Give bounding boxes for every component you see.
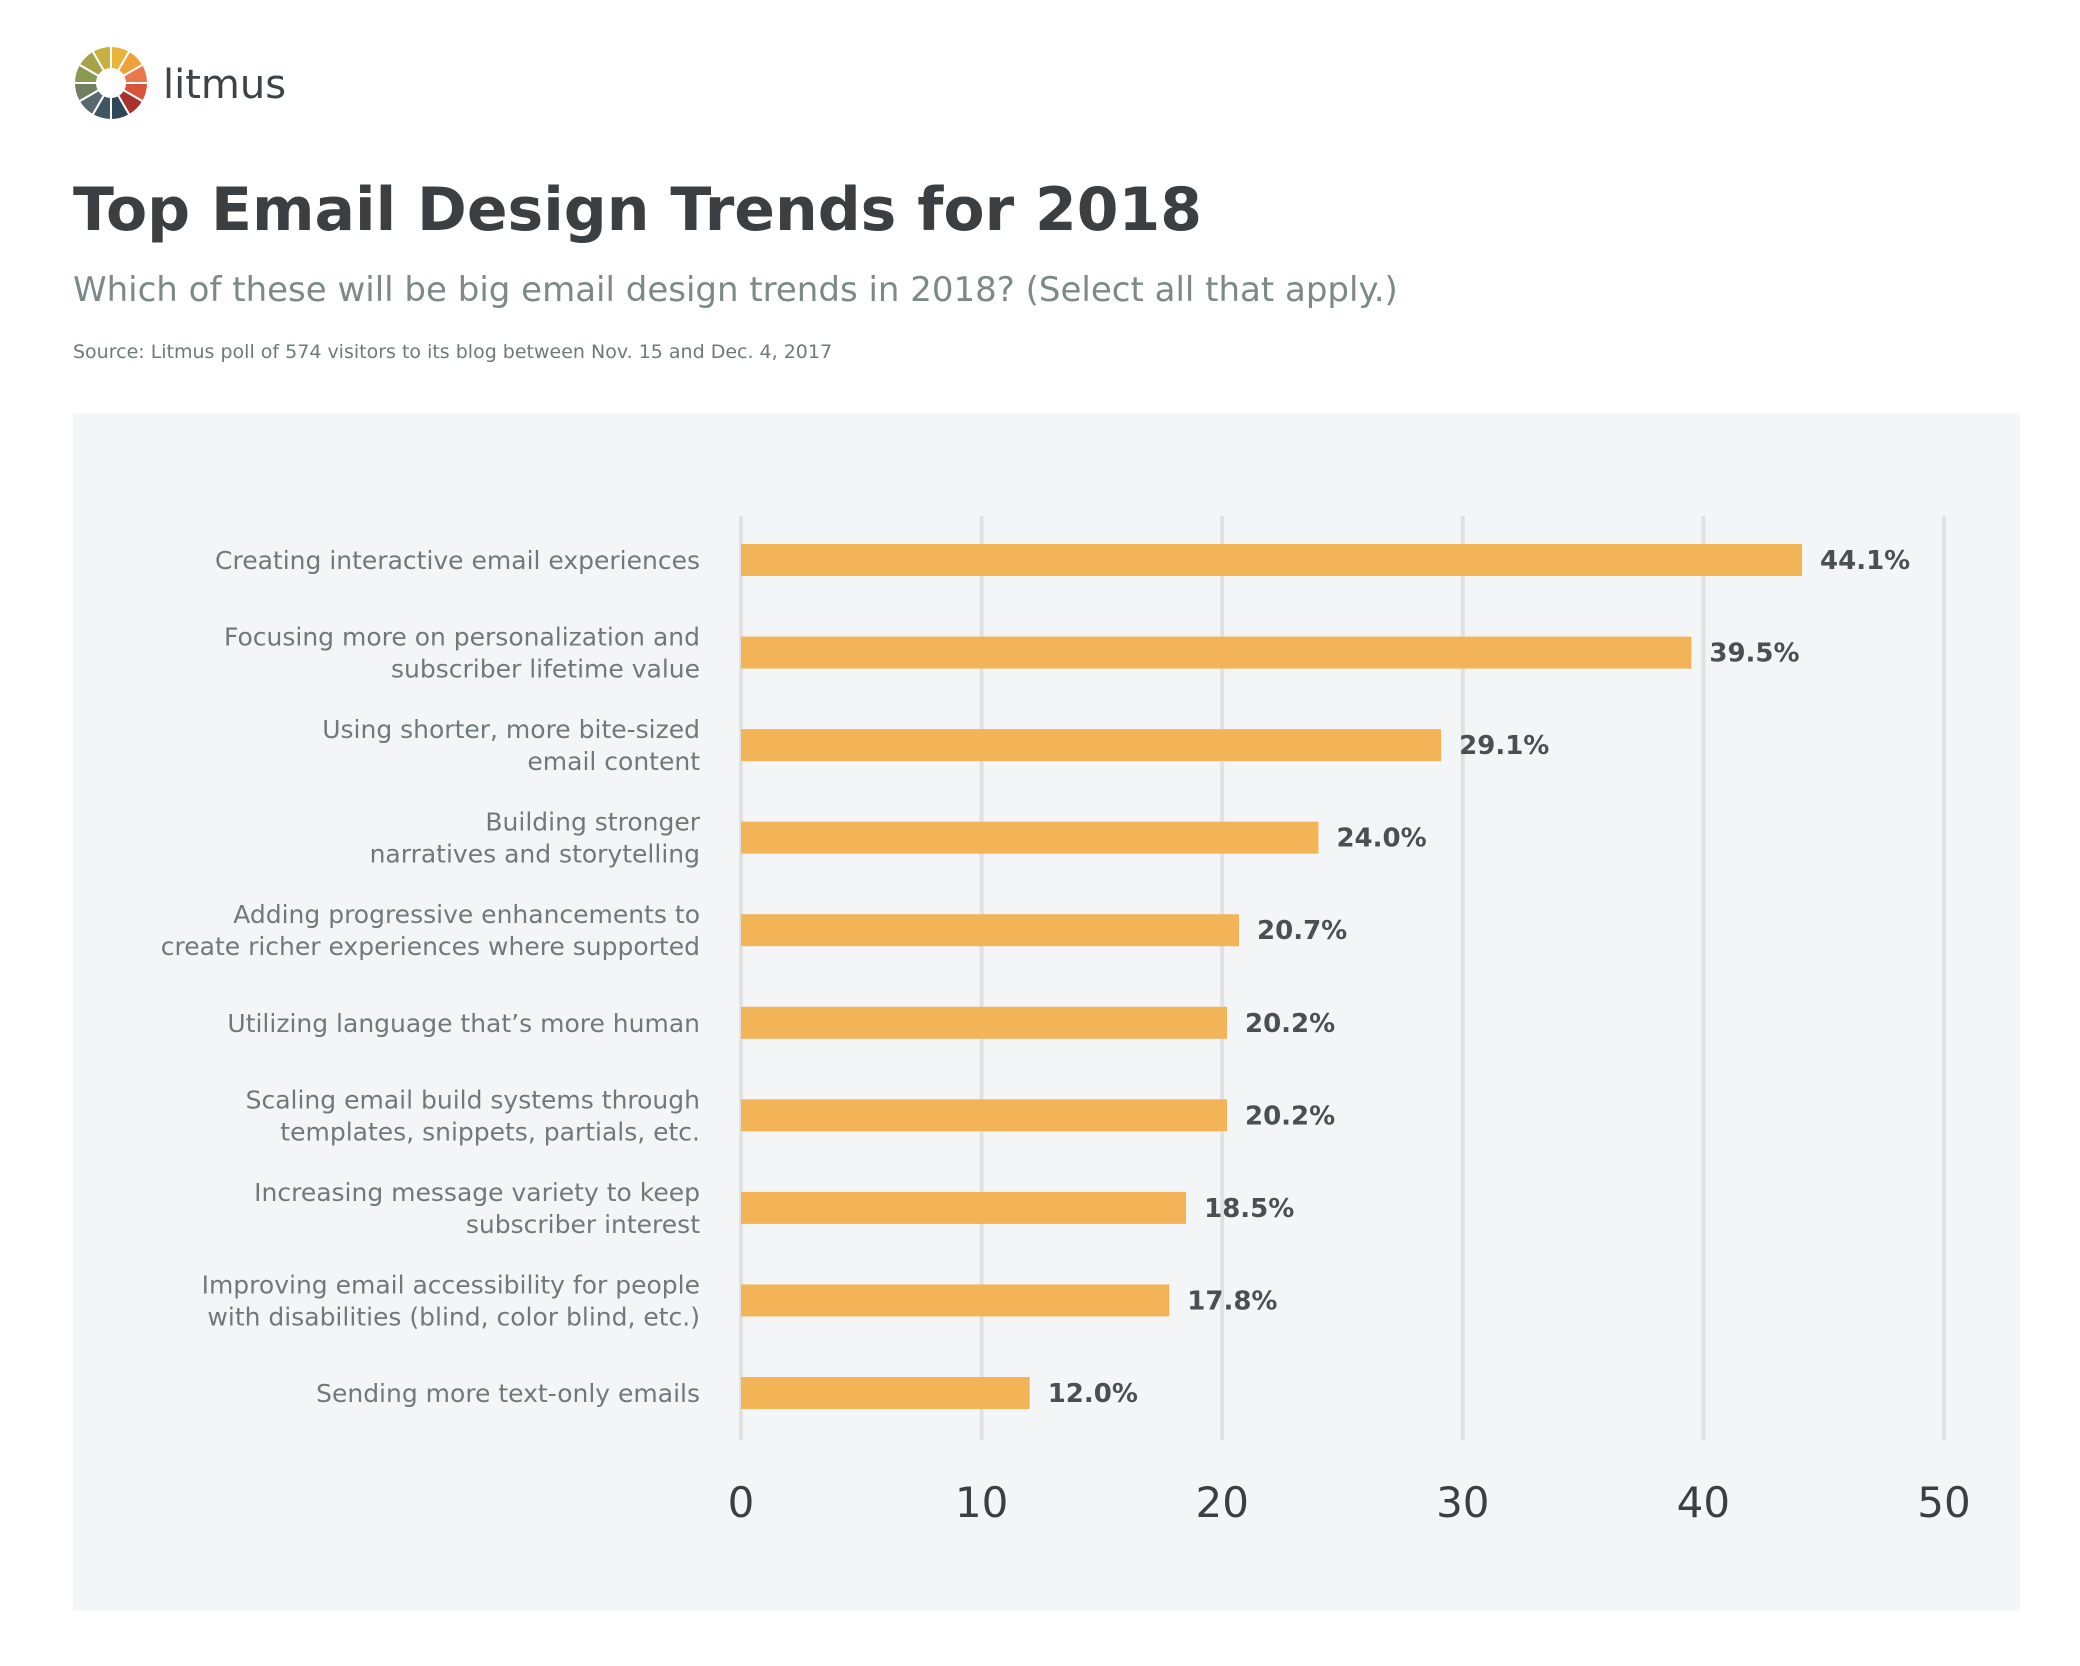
category-label: Increasing message variety to keep subscr… bbox=[254, 1178, 700, 1239]
value-label: 18.5% bbox=[1204, 1194, 1294, 1224]
chart-subtitle: Which of these will be big email design … bbox=[73, 270, 1398, 310]
value-label: 17.8% bbox=[1187, 1286, 1277, 1316]
category-label: Utilizing language that’s more human bbox=[227, 1009, 700, 1038]
category-line: Building stronger bbox=[485, 808, 700, 837]
category-line: Sending more text-only emails bbox=[316, 1379, 700, 1408]
logo-wedge bbox=[91, 44, 112, 73]
bar bbox=[741, 636, 1692, 669]
category-label: Using shorter, more bite-sized email cont… bbox=[322, 715, 700, 776]
value-label: 44.1% bbox=[1820, 546, 1910, 576]
x-tick-label: 10 bbox=[955, 1478, 1008, 1527]
bar bbox=[741, 821, 1319, 854]
category-label: Sending more text-only emails bbox=[316, 1379, 700, 1408]
bar bbox=[741, 914, 1240, 947]
category-label: Building stronger narratives and storytel… bbox=[370, 808, 701, 869]
bar bbox=[741, 1006, 1228, 1039]
x-tick-label: 40 bbox=[1677, 1478, 1730, 1527]
logo-mark bbox=[72, 44, 150, 122]
value-label: 12.0% bbox=[1048, 1379, 1138, 1409]
chart-source: Source: Litmus poll of 574 visitors to i… bbox=[73, 341, 832, 363]
logo-text: litmus bbox=[163, 62, 286, 108]
category-line: Adding progressive enhancements to bbox=[233, 900, 700, 929]
value-label: 24.0% bbox=[1336, 824, 1426, 854]
value-label: 20.7% bbox=[1257, 916, 1347, 946]
category-label: Creating interactive email experiences bbox=[215, 546, 700, 575]
x-tick-label: 20 bbox=[1195, 1478, 1248, 1527]
category-line: Utilizing language that’s more human bbox=[227, 1009, 700, 1038]
category-line: Scaling email build systems through bbox=[246, 1085, 700, 1114]
x-tick-label: 50 bbox=[1917, 1478, 1970, 1527]
value-label: 20.2% bbox=[1245, 1009, 1335, 1039]
category-label: Improving email accessibility for people… bbox=[202, 1270, 700, 1331]
x-tick-label: 0 bbox=[728, 1478, 755, 1527]
bar bbox=[741, 1284, 1170, 1317]
category-label: Adding progressive enhancements to create… bbox=[161, 900, 700, 961]
category-line: Using shorter, more bite-sized bbox=[322, 715, 700, 744]
category-line: Increasing message variety to keep bbox=[254, 1178, 700, 1207]
value-label: 39.5% bbox=[1709, 639, 1799, 669]
bar bbox=[741, 729, 1442, 762]
category-line: with disabilities (blind, color blind, e… bbox=[207, 1302, 700, 1331]
category-line: create richer experiences where supporte… bbox=[161, 932, 700, 961]
bar bbox=[741, 544, 1803, 576]
category-line: templates, snippets, partials, etc. bbox=[280, 1117, 700, 1146]
category-line: Improving email accessibility for people bbox=[202, 1270, 700, 1299]
category-line: email content bbox=[527, 747, 700, 776]
category-line: subscriber interest bbox=[466, 1210, 700, 1239]
category-line: Focusing more on personalization and bbox=[224, 623, 700, 652]
category-line: narratives and storytelling bbox=[370, 840, 700, 869]
x-tick-label: 30 bbox=[1436, 1478, 1489, 1527]
category-label: Scaling email build systems through templ… bbox=[246, 1085, 700, 1146]
category-line: subscriber lifetime value bbox=[391, 655, 700, 684]
category-label: Focusing more on personalization and subs… bbox=[224, 623, 700, 684]
value-label: 29.1% bbox=[1459, 731, 1549, 761]
bar bbox=[741, 1191, 1187, 1224]
bar bbox=[741, 1377, 1030, 1409]
category-line: Creating interactive email experiences bbox=[215, 546, 700, 575]
bar bbox=[741, 1099, 1228, 1132]
value-label: 20.2% bbox=[1245, 1101, 1335, 1131]
chart-title: Top Email Design Trends for 2018 bbox=[73, 175, 1202, 245]
